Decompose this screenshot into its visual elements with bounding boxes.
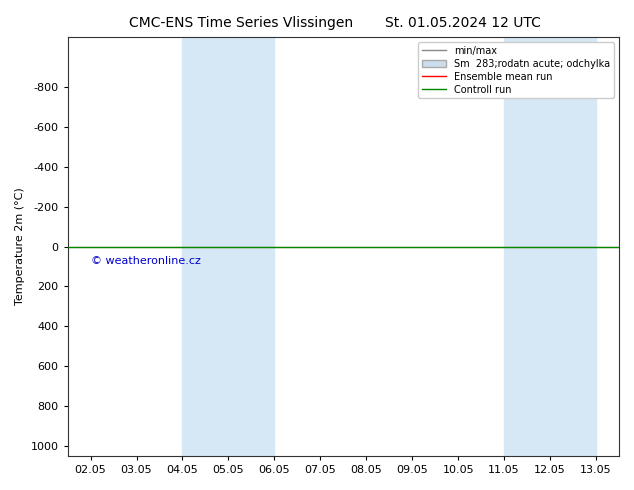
Text: © weatheronline.cz: © weatheronline.cz <box>91 256 201 267</box>
Bar <box>183 37 275 456</box>
Bar <box>504 37 596 456</box>
Legend: min/max, Sm  283;rodatn acute; odchylka, Ensemble mean run, Controll run: min/max, Sm 283;rodatn acute; odchylka, … <box>418 42 614 98</box>
Text: St. 01.05.2024 12 UTC: St. 01.05.2024 12 UTC <box>385 16 541 30</box>
Y-axis label: Temperature 2m (°C): Temperature 2m (°C) <box>15 188 25 305</box>
Text: CMC-ENS Time Series Vlissingen: CMC-ENS Time Series Vlissingen <box>129 16 353 30</box>
